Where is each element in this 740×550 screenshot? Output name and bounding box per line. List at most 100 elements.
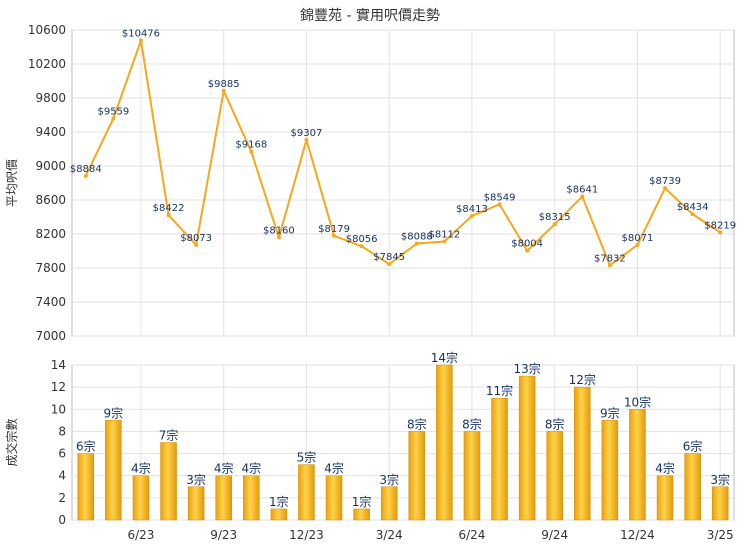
price-point (221, 88, 226, 93)
price-y-tick: 8200 (35, 227, 66, 241)
price-point (111, 116, 116, 121)
price-y-tick: 10600 (28, 23, 66, 37)
volume-y-tick: 2 (58, 491, 66, 505)
volume-bar-label: 5宗 (297, 450, 317, 465)
volume-bar-label: 4宗 (655, 461, 675, 476)
price-point (138, 38, 143, 43)
price-y-tick: 9800 (35, 91, 66, 105)
volume-bar-label: 8宗 (407, 416, 427, 431)
volume-y-tick: 4 (58, 469, 66, 483)
volume-bar (325, 475, 343, 521)
price-series-line (84, 39, 721, 267)
volume-bar-label: 6宗 (76, 439, 96, 454)
volume-bar (574, 386, 591, 521)
price-point (718, 230, 723, 235)
price-point-label: $8739 (649, 176, 681, 187)
price-point-label: $8413 (456, 204, 488, 215)
volume-y-tick: 10 (51, 402, 66, 416)
price-point-label: $10476 (122, 29, 160, 40)
volume-bar (656, 475, 674, 521)
volume-y-tick: 14 (51, 358, 66, 372)
price-point (194, 242, 199, 247)
volume-bar (105, 420, 122, 521)
price-plot-area (71, 29, 735, 337)
price-point-label: $8073 (180, 233, 212, 244)
volume-bar-label: 6宗 (683, 439, 703, 454)
price-y-tick: 7400 (35, 295, 66, 309)
price-point-label: $8004 (511, 239, 543, 250)
price-point-label: $8088 (401, 232, 433, 243)
volume-bar-chart: 0 2 4 6 8 10 12 14 6/23 9/23 12/23 3/24 6/24 9/24 12/2… (4, 350, 735, 542)
volume-bar-label: 13宗 (513, 361, 540, 376)
x-tick-label: 3/24 (376, 528, 403, 542)
price-point-label: $9885 (208, 79, 240, 90)
volume-bar (711, 486, 729, 521)
x-tick-label: 9/23 (210, 528, 237, 542)
volume-y-tick: 0 (58, 513, 66, 527)
price-point (359, 244, 364, 249)
price-point-label: $9559 (97, 106, 129, 117)
volume-bar (601, 420, 619, 521)
volume-bar (77, 453, 95, 521)
price-point (276, 235, 281, 240)
x-tick-label: 6/23 (127, 528, 154, 542)
volume-bar (436, 364, 453, 521)
volume-bar (518, 375, 536, 521)
volume-bar (187, 486, 205, 521)
volume-plot-area (71, 364, 735, 521)
volume-bar-label: 8宗 (545, 416, 565, 431)
price-point (387, 262, 392, 267)
price-y-axis-label: 平均呎價 (5, 159, 19, 207)
price-point-label: $8056 (346, 234, 378, 245)
volume-bar-label: 3宗 (186, 472, 206, 487)
volume-bar (353, 508, 370, 521)
volume-bar (408, 431, 426, 521)
volume-bar (160, 442, 177, 521)
price-point-label: $8315 (539, 212, 571, 223)
price-point-label: $8071 (622, 233, 654, 244)
price-point (552, 222, 557, 227)
price-point (469, 213, 474, 218)
price-point-label: $9307 (291, 128, 323, 139)
volume-bar-label: 11宗 (486, 383, 513, 398)
volume-bar (463, 431, 481, 521)
volume-bar (243, 475, 260, 521)
price-point (304, 137, 309, 142)
price-point (442, 239, 447, 244)
volume-bar-label: 1宗 (269, 494, 289, 509)
price-point (166, 213, 171, 218)
price-line-chart: 7000 7400 7800 8200 8600 9000 9400 9800 10200 106… (5, 23, 736, 343)
price-point (83, 173, 88, 178)
x-tick-label: 6/24 (458, 528, 485, 542)
price-point (690, 212, 695, 217)
volume-bar-label: 3宗 (379, 472, 399, 487)
volume-bar-label: 3宗 (710, 472, 730, 487)
volume-y-tick: 8 (58, 424, 66, 438)
price-point (497, 202, 502, 207)
price-point-label: $8422 (153, 203, 185, 214)
price-point (525, 248, 530, 253)
price-point (663, 186, 668, 191)
price-point (580, 194, 585, 199)
volume-bar (629, 409, 646, 521)
volume-y-tick: 6 (58, 447, 66, 461)
volume-bar-label: 9宗 (104, 405, 124, 420)
volume-bar-label: 4宗 (131, 461, 151, 476)
volume-bar-label: 10宗 (624, 394, 651, 409)
x-tick-label: 3/25 (707, 528, 734, 542)
price-point-label: $8884 (70, 164, 102, 175)
price-point-label: $7832 (594, 253, 626, 264)
price-point-label: $9168 (235, 140, 267, 151)
volume-bar-label: 1宗 (352, 494, 372, 509)
volume-bar (380, 486, 398, 521)
chart-title: 錦豐苑 - 實用呎價走勢 (300, 7, 440, 24)
price-y-tick: 8600 (35, 193, 66, 207)
price-point-label: $7845 (373, 252, 405, 263)
price-point-label: $8112 (428, 229, 460, 240)
volume-bar-label: 7宗 (159, 428, 179, 443)
price-point (249, 149, 254, 154)
price-point-label: $8641 (566, 185, 598, 196)
price-point-label: $8179 (318, 224, 350, 235)
volume-bar-label: 4宗 (324, 461, 344, 476)
